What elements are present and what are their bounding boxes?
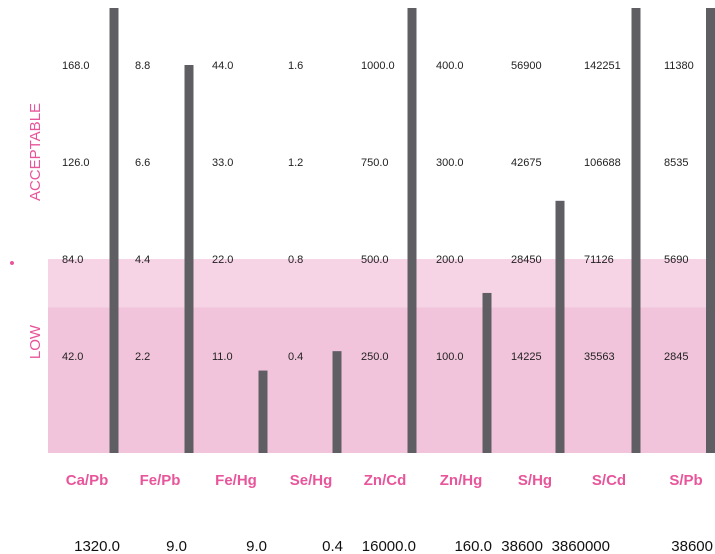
tick-label: 142251 xyxy=(584,60,621,72)
category-label: Se/Hg xyxy=(290,472,333,489)
zone-label-acceptable: ACCEPTABLE xyxy=(27,103,44,201)
value-label: 38600 xyxy=(501,538,543,554)
tick-label: 8535 xyxy=(664,157,688,169)
value-label: 38600 xyxy=(671,538,713,554)
tick-label: 56900 xyxy=(511,60,542,72)
tick-label: 22.0 xyxy=(212,254,233,266)
tick-label: 0.4 xyxy=(288,351,303,363)
tick-label: 500.0 xyxy=(361,254,389,266)
bar-fe-pb xyxy=(184,65,194,453)
value-label: 0.4 xyxy=(322,538,343,554)
category-label: S/Pb xyxy=(669,472,702,489)
tick-label: 71126 xyxy=(584,254,614,266)
tick-label: 1000.0 xyxy=(361,60,395,72)
tick-label: 5690 xyxy=(664,254,688,266)
tick-label: 33.0 xyxy=(212,157,233,169)
tick-label: 35563 xyxy=(584,351,615,363)
bar-zn-hg xyxy=(482,292,492,453)
category-labels: Ca/Pb Fe/Pb Fe/Hg Se/Hg Zn/Cd Zn/Hg S/Hg S/Cd S/… xyxy=(66,472,703,489)
value-labels: 1320.0 9.0 9.0 0.4 16000.0 160.0 38600 3860000 3… xyxy=(74,538,713,554)
tick-label: 126.0 xyxy=(62,157,90,169)
tick-label: 28450 xyxy=(511,254,542,266)
tick-label: 42.0 xyxy=(62,351,83,363)
tick-label: 0.8 xyxy=(288,254,303,266)
category-label: Fe/Pb xyxy=(140,472,181,489)
tick-label: 1.6 xyxy=(288,60,303,72)
value-label: 160.0 xyxy=(454,538,492,554)
value-label: 9.0 xyxy=(166,538,187,554)
tick-label: 11.0 xyxy=(212,351,233,363)
tick-label: 6.6 xyxy=(135,157,150,169)
category-label: S/Cd xyxy=(592,472,626,489)
tick-labels: 42.0 84.0 126.0 168.0 2.2 4.4 6.6 8.8 11.0 22.0 33… xyxy=(62,60,694,363)
tick-label: 4.4 xyxy=(135,254,150,266)
tick-label: 42675 xyxy=(511,157,542,169)
zone-marker: • xyxy=(9,255,14,272)
category-label: Fe/Hg xyxy=(215,472,257,489)
tick-label: 300.0 xyxy=(436,157,464,169)
tick-label: 168.0 xyxy=(62,60,90,72)
tick-label: 84.0 xyxy=(62,254,83,266)
bars-layer xyxy=(109,8,715,453)
bar-se-hg xyxy=(332,351,342,453)
tick-label: 200.0 xyxy=(436,254,464,266)
tick-label: 2.2 xyxy=(135,351,150,363)
bar-s-pb xyxy=(706,8,715,453)
category-label: Ca/Pb xyxy=(66,472,109,489)
category-label: Zn/Cd xyxy=(364,472,407,489)
tick-label: 14225 xyxy=(511,351,542,363)
bar-s-cd xyxy=(631,8,641,453)
bar-s-hg xyxy=(555,200,565,453)
tick-label: 100.0 xyxy=(436,351,464,363)
tick-label: 11380 xyxy=(664,60,694,72)
tick-label: 8.8 xyxy=(135,60,150,72)
low-zone-inner-band xyxy=(48,307,712,453)
tick-label: 106688 xyxy=(584,157,621,169)
bar-zn-cd xyxy=(407,8,417,453)
category-label: Zn/Hg xyxy=(440,472,483,489)
category-label: S/Hg xyxy=(518,472,552,489)
tick-label: 44.0 xyxy=(212,60,233,72)
value-label: 1320.0 xyxy=(74,538,120,554)
zones-layer xyxy=(48,259,712,453)
tick-label: 400.0 xyxy=(436,60,464,72)
tick-label: 750.0 xyxy=(361,157,389,169)
tick-label: 2845 xyxy=(664,351,688,363)
value-label: 16000.0 xyxy=(362,538,416,554)
bar-fe-hg xyxy=(258,370,268,453)
tick-label: 250.0 xyxy=(361,351,389,363)
bar-ca-pb xyxy=(109,8,119,453)
zone-label-low: LOW xyxy=(27,324,44,359)
value-label: 9.0 xyxy=(246,538,267,554)
tick-label: 1.2 xyxy=(288,157,303,169)
value-label: 3860000 xyxy=(552,538,610,554)
